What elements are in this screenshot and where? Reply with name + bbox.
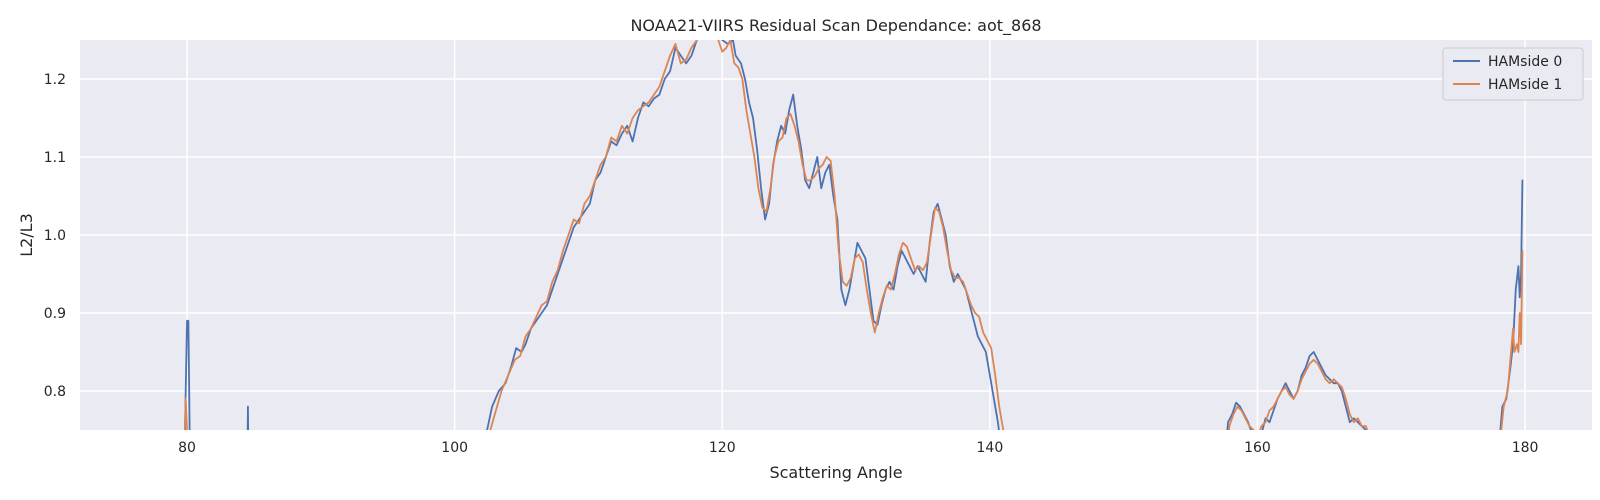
legend-label-hamside-1: HAMside 1: [1488, 77, 1562, 93]
legend-label-hamside-0: HAMside 0: [1488, 54, 1562, 70]
y-tick-label: 0.8: [44, 384, 66, 400]
chart-title: NOAA21-VIIRS Residual Scan Dependance: a…: [630, 16, 1041, 36]
y-tick-label: 1.2: [44, 72, 66, 88]
x-tick-label: 140: [977, 440, 1004, 456]
x-tick-label: 100: [441, 440, 468, 456]
y-tick-label: 1.0: [44, 228, 66, 244]
x-tick-label: 80: [178, 440, 196, 456]
y-axis-label: L2/L3: [17, 213, 36, 257]
y-axis-ticks: 0.8 0.9 1.0 1.1 1.2: [44, 72, 66, 400]
x-axis-ticks: 80 100 120 140 160 180: [178, 440, 1538, 456]
grid: [80, 40, 1592, 430]
series-line-hamside-1: [184, 40, 1524, 430]
series-layer: [184, 40, 1524, 430]
x-axis-label: Scattering Angle: [769, 463, 902, 482]
legend: HAMside 0 HAMside 1: [1442, 47, 1584, 101]
x-tick-label: 180: [1512, 440, 1539, 456]
x-tick-label: 160: [1244, 440, 1271, 456]
y-tick-label: 1.1: [44, 150, 66, 166]
x-tick-label: 120: [709, 440, 736, 456]
y-tick-label: 0.9: [44, 306, 66, 322]
